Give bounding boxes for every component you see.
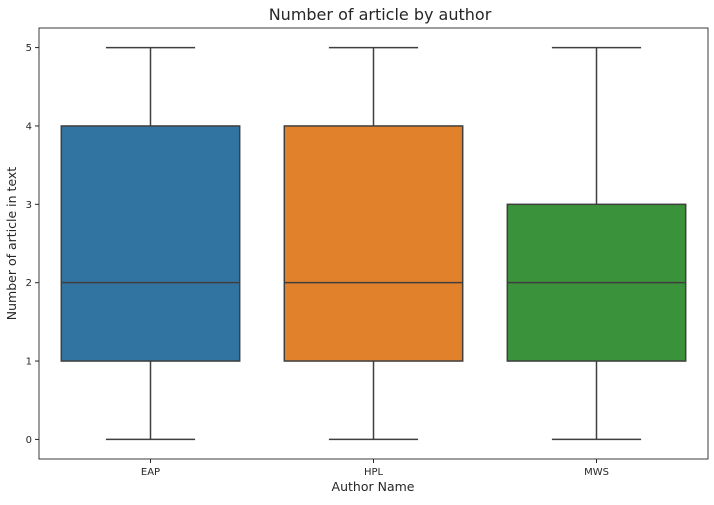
x-axis-label: Author Name <box>332 479 415 494</box>
x-tick-label: EAP <box>141 467 160 478</box>
plot-frame <box>38 27 709 460</box>
y-tick-label: 5 <box>26 43 32 54</box>
y-tick-label: 1 <box>26 357 32 368</box>
box-eap <box>60 125 241 362</box>
y-tick-label: 0 <box>26 435 32 446</box>
chart-title: Number of article by author <box>269 5 492 24</box>
x-tick-label: HPL <box>364 467 384 478</box>
y-axis-label: Number of article in text <box>4 167 19 321</box>
y-tick-label: 3 <box>26 200 32 211</box>
y-tick-label: 2 <box>26 278 32 289</box>
plot-area: 0 1 2 3 4 5 EAP HPL MWS <box>26 27 709 478</box>
y-tick-label: 4 <box>26 121 32 132</box>
box-hpl <box>283 125 464 362</box>
x-tick-label: MWS <box>584 467 609 478</box>
